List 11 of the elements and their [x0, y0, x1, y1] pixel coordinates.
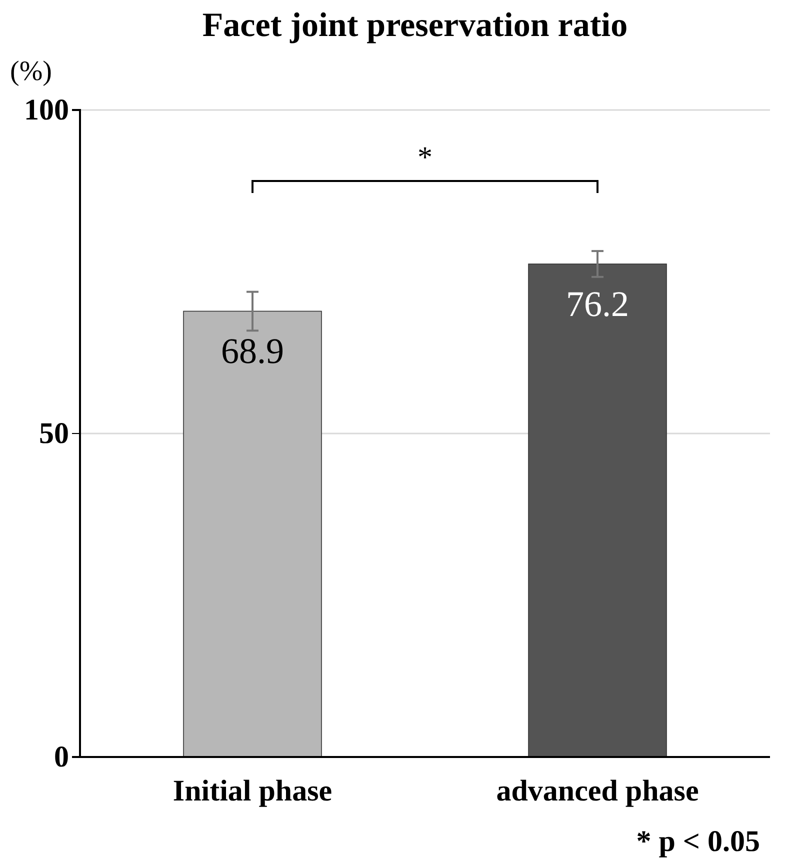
y-tick-label: 100 [24, 94, 69, 127]
y-axis-title: (%) [10, 56, 52, 87]
x-tick-label: advanced phase [496, 774, 699, 808]
annotation: * [418, 141, 432, 174]
x-tick-label: Initial phase [172, 774, 332, 808]
text: * p < 0.05 [636, 825, 760, 858]
y-tick-label: 0 [54, 740, 69, 774]
chart-title: Facet joint preservation ratio [202, 7, 628, 44]
data-label: 68.9 [221, 331, 284, 372]
y-tick-label: 50 [39, 417, 69, 450]
data-label: 76.2 [566, 284, 629, 324]
